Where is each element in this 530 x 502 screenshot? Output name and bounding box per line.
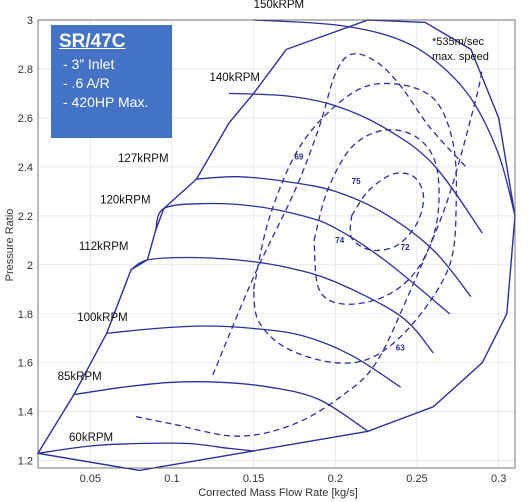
y-tick-label: 2.4 xyxy=(18,162,33,174)
speed-line-100kRPM xyxy=(106,325,402,388)
speed-lines xyxy=(37,19,516,454)
speed-label-127kRPM: 127kRPM xyxy=(118,153,169,165)
spec-line-ar: - .6 A/R xyxy=(63,75,110,91)
speed-note-line1: *535m/sec xyxy=(432,36,484,48)
x-tick-label: 0.05 xyxy=(80,473,101,485)
y-axis-title: Pressure Ratio xyxy=(4,209,16,282)
efficiency-label-75: 75 xyxy=(352,177,361,186)
y-tick-label: 1.6 xyxy=(18,358,33,370)
spec-box: SR/47C - 3” Inlet - .6 A/R - 420HP Max. xyxy=(51,25,172,138)
efficiency-label-72: 72 xyxy=(401,243,410,252)
efficiency-label-63: 63 xyxy=(396,343,405,352)
speed-label-150kRPM: 150kRPM xyxy=(254,0,304,11)
y-tick-label: 2.6 xyxy=(18,113,33,125)
efficiency-island-75 xyxy=(349,172,425,252)
speed-line-150kRPM xyxy=(253,19,516,216)
x-tick-label: 0.25 xyxy=(406,473,427,485)
y-tick-label: 3 xyxy=(27,15,33,27)
x-tick-label: 0.15 xyxy=(243,473,264,485)
speed-label-60kRPM: 60kRPM xyxy=(69,432,113,444)
speed-line-60kRPM xyxy=(37,442,254,454)
efficiency-island-63 xyxy=(135,68,483,437)
speed-labels: 150kRPM 140kRPM 127kRPM 120kRPM 112kRPM 100kR… xyxy=(58,0,305,444)
spec-line-inlet: - 3” Inlet xyxy=(63,56,115,72)
speed-label-100kRPM: 100kRPM xyxy=(77,312,128,324)
y-tick-label: 1.2 xyxy=(18,456,33,468)
efficiency-labels: 69 75 74 72 63 xyxy=(294,153,410,353)
speed-line-112kRPM xyxy=(130,256,434,354)
plot-frame xyxy=(37,19,516,469)
spec-line-hp: - 420HP Max. xyxy=(63,94,149,110)
efficiency-label-74: 74 xyxy=(335,236,344,245)
y-tick-label: 2.8 xyxy=(18,64,33,76)
speed-line-127kRPM xyxy=(196,176,472,298)
speed-label-112kRPM: 112kRPM xyxy=(79,241,129,253)
x-tick-label: 0.3 xyxy=(491,473,506,485)
speed-label-140kRPM: 140kRPM xyxy=(210,72,261,84)
speed-label-85kRPM: 85kRPM xyxy=(58,371,102,383)
x-tick-label: 0.2 xyxy=(328,473,343,485)
efficiency-label-69: 69 xyxy=(294,153,303,162)
speed-line-85kRPM xyxy=(73,381,369,432)
spec-title: SR/47C xyxy=(59,31,126,52)
axis-ticks: 0.05 0.1 0.15 0.2 0.25 0.3 1.2 1.4 1.6 1.8 2 2.2 2.4… xyxy=(18,15,507,485)
efficiency-island-72 xyxy=(252,82,458,364)
x-axis-title: Corrected Mass Flow Rate [kg/s] xyxy=(198,487,358,499)
speed-note-line2: max. speed xyxy=(432,51,489,63)
y-tick-label: 1.8 xyxy=(18,309,33,321)
efficiency-island-74 xyxy=(313,129,440,305)
efficiency-island-69 xyxy=(212,53,467,376)
speed-label-120kRPM: 120kRPM xyxy=(100,195,151,207)
x-tick-label: 0.1 xyxy=(164,473,179,485)
speed-line-120kRPM xyxy=(154,202,451,315)
y-tick-label: 1.4 xyxy=(18,407,33,419)
y-tick-label: 2 xyxy=(27,260,33,272)
speed-line-140kRPM xyxy=(229,92,483,234)
y-tick-label: 2.2 xyxy=(18,211,33,223)
efficiency-islands xyxy=(135,53,483,437)
